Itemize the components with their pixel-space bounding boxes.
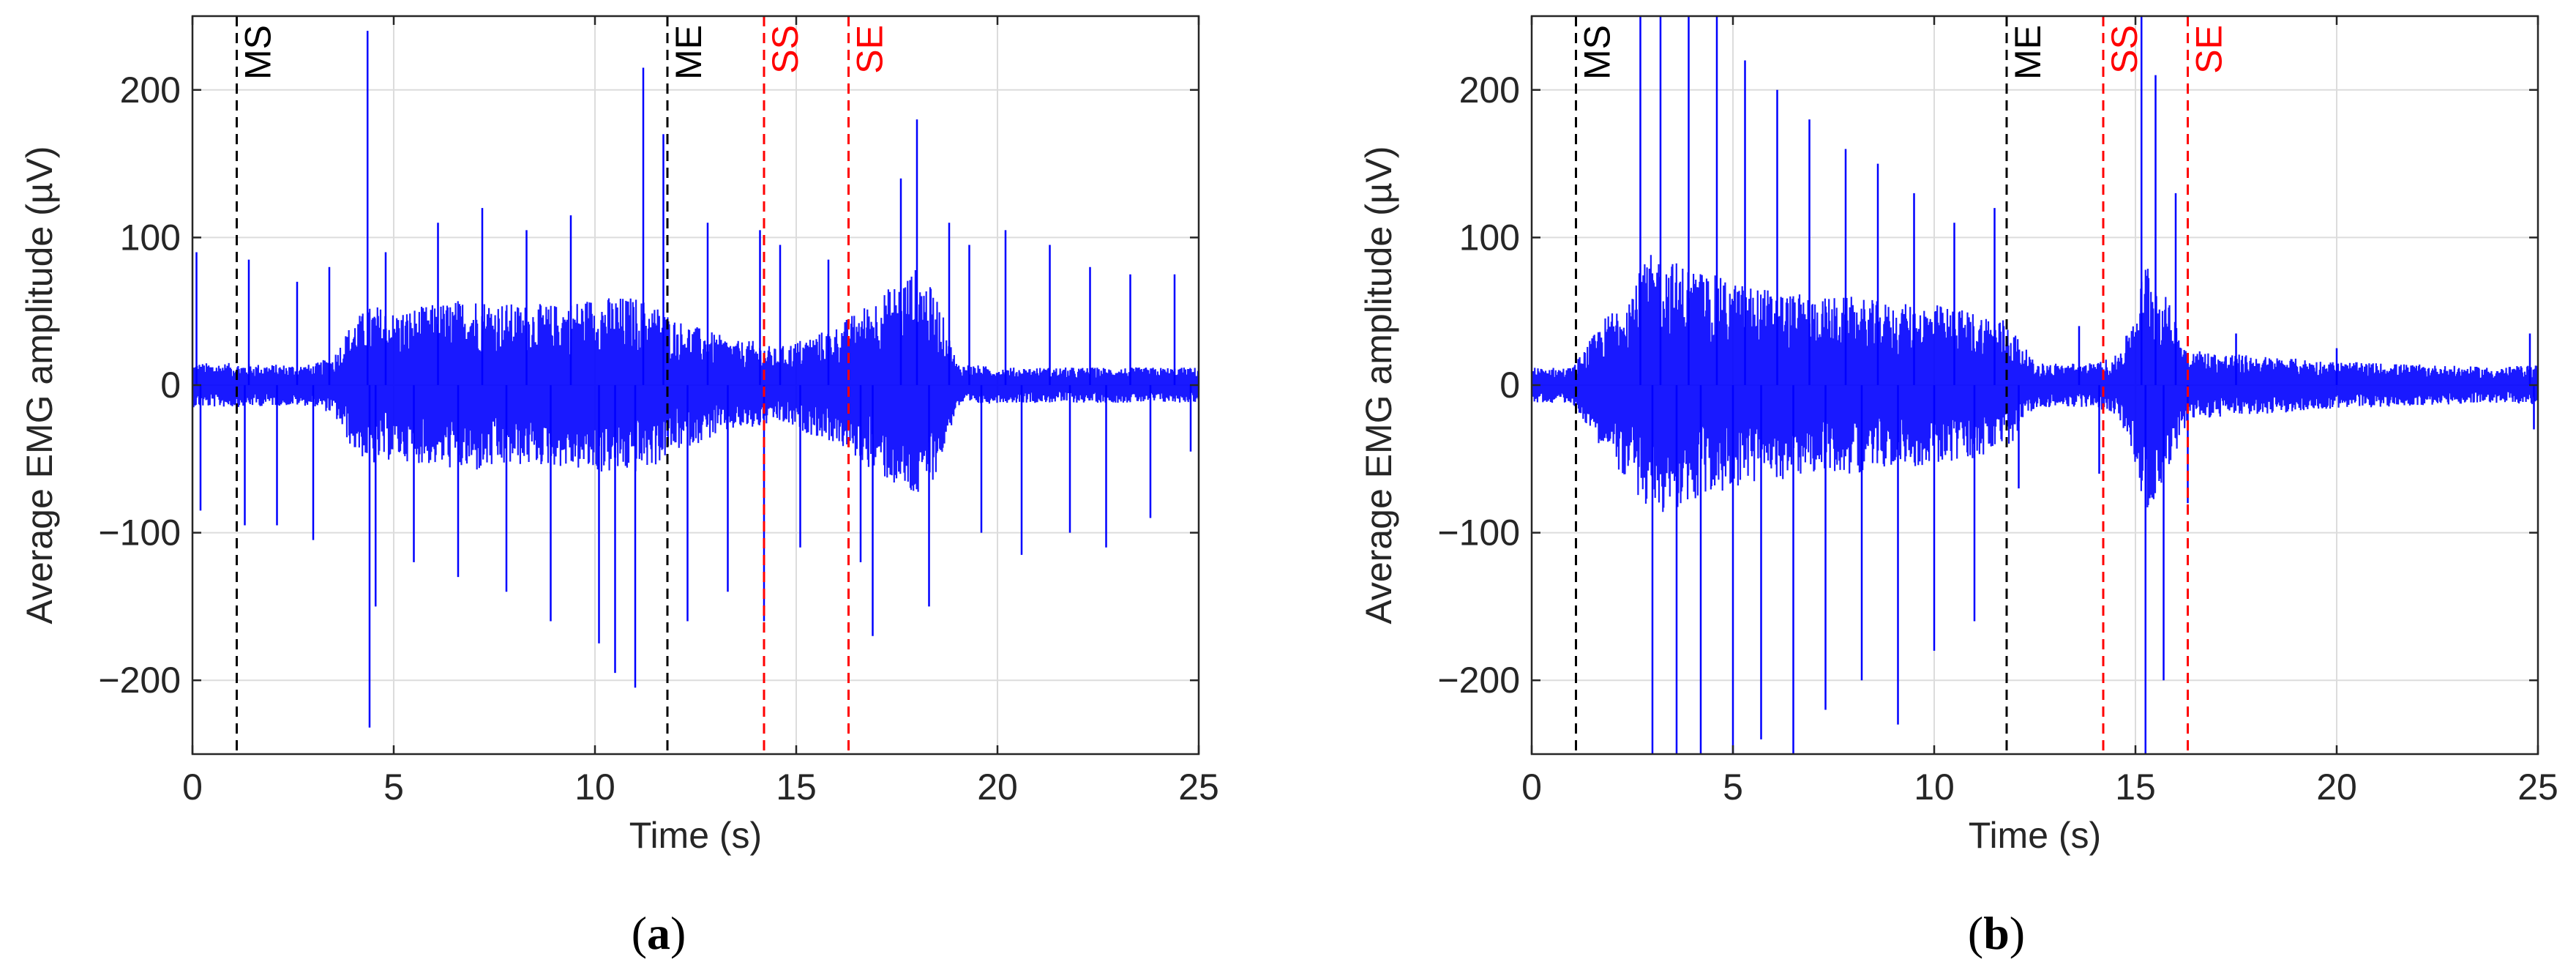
x-axis-label: Time (s) — [629, 815, 762, 856]
marker-label-ss: SS — [2104, 25, 2145, 74]
y-axis-label: Average EMG amplitude (µV) — [1358, 146, 1399, 624]
y-tick-label: −200 — [98, 660, 181, 701]
x-tick-label: 0 — [182, 767, 203, 808]
y-tick-label: 200 — [120, 70, 181, 111]
y-tick-label: 0 — [1499, 365, 1520, 406]
y-tick-label: 0 — [160, 365, 181, 406]
marker-label-ss: SS — [765, 25, 806, 74]
emg-signal-line — [1532, 255, 2538, 512]
marker-label-ms: MS — [1577, 25, 1618, 80]
emg-signal-line — [192, 269, 1199, 492]
x-tick-label: 10 — [574, 767, 615, 808]
x-tick-label: 15 — [2115, 767, 2156, 808]
x-tick-label: 25 — [1178, 767, 1219, 808]
x-tick-label: 10 — [1914, 767, 1955, 808]
x-tick-label: 5 — [1723, 767, 1743, 808]
marker-label-ms: MS — [238, 25, 279, 80]
panel-caption-a: (a) — [632, 907, 686, 959]
marker-label-se: SE — [850, 25, 891, 74]
y-tick-label: −100 — [1437, 512, 1520, 553]
marker-label-se: SE — [2189, 25, 2230, 74]
x-tick-label: 20 — [977, 767, 1018, 808]
chart-panel-a: MS ME SS SE 0 5 10 15 20 25 −200 −100 0 100 200 Time (s… — [19, 15, 1219, 959]
x-tick-label: 25 — [2517, 767, 2558, 808]
y-tick-label: 100 — [1459, 217, 1520, 258]
panel-caption-b: (b) — [1968, 907, 2025, 959]
y-tick-label: 200 — [1459, 70, 1520, 111]
y-axis-label: Average EMG amplitude (µV) — [19, 146, 60, 624]
x-tick-label: 20 — [2316, 767, 2357, 808]
chart-panel-b: MS ME SS SE 0 5 10 15 20 25 −200 −100 0 100 200 Time (s… — [1358, 15, 2558, 959]
marker-label-me: ME — [668, 25, 709, 80]
x-tick-label: 15 — [776, 767, 817, 808]
y-tick-label: −100 — [98, 512, 181, 553]
marker-label-me: ME — [2007, 25, 2048, 80]
x-tick-label: 0 — [1521, 767, 1542, 808]
y-tick-label: −200 — [1437, 660, 1520, 701]
y-tick-label: 100 — [120, 217, 181, 258]
x-tick-label: 5 — [383, 767, 404, 808]
x-axis-label: Time (s) — [1969, 815, 2101, 856]
